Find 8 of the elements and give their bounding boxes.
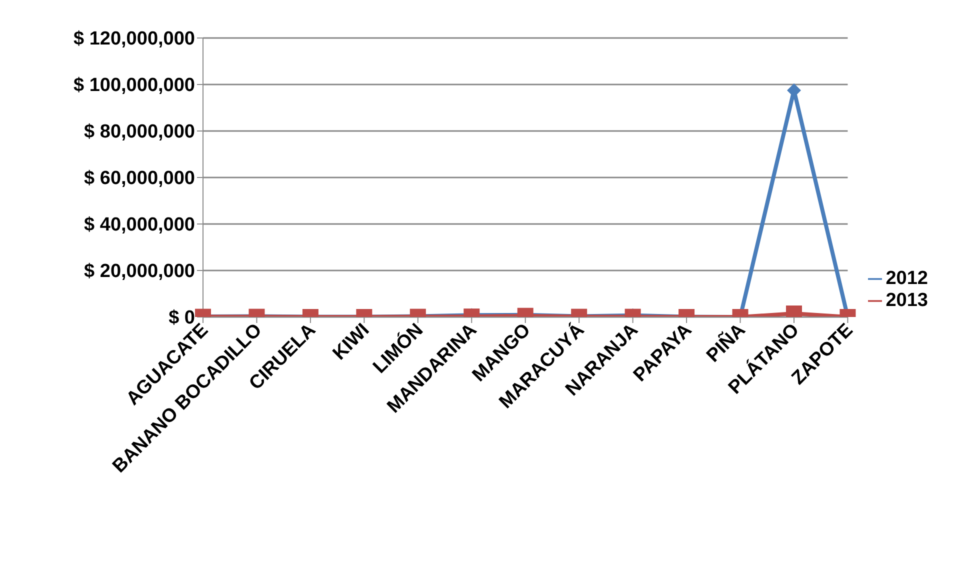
y-tick-label: $ 80,000,000: [84, 122, 195, 143]
y-tick-label: $ 120,000,000: [73, 28, 195, 50]
legend-label: 2013: [886, 290, 928, 311]
y-tick-label: $ 20,000,000: [84, 261, 195, 282]
y-tick-label: $ 100,000,000: [73, 75, 195, 96]
legend-label: 2012: [886, 268, 928, 289]
y-tick-label: $ 40,000,000: [84, 214, 195, 236]
y-tick-label: $ 60,000,000: [84, 168, 195, 190]
